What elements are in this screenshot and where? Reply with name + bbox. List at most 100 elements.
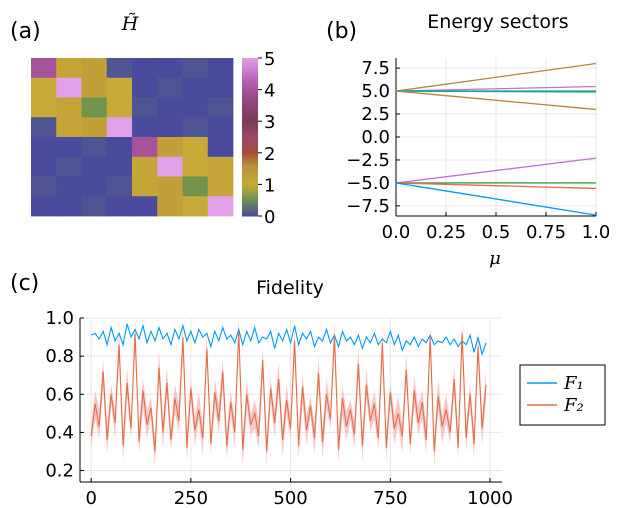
colorbar-segment	[242, 142, 258, 146]
heatmap-cell	[182, 58, 209, 79]
y-tick-label: 1.0	[45, 308, 74, 329]
heatmap-cell	[81, 97, 108, 118]
colorbar-segment	[242, 129, 258, 132]
colorbar: 0 1 2 3 4 5	[242, 49, 275, 228]
energy-series-line	[395, 62, 597, 92]
heatmap-cell	[132, 176, 158, 197]
heatmap-cell	[132, 58, 158, 79]
colorbar-segment	[242, 137, 258, 140]
heatmap-cell	[81, 77, 108, 98]
colorbar-segment	[242, 73, 258, 77]
colorbar-segment	[242, 121, 258, 124]
y-tick-label: −7.5	[346, 196, 390, 217]
x-tick-label: 250	[174, 488, 208, 508]
heatmap-cell	[56, 77, 82, 98]
heatmap-cell	[56, 156, 82, 177]
heatmap-cell	[106, 156, 133, 177]
heatmap-cell	[31, 137, 57, 158]
colorbar-tick-label: 2	[264, 144, 275, 165]
heatmap-cell	[207, 117, 234, 138]
colorbar-segment	[242, 99, 258, 102]
heatmap-cell	[56, 97, 82, 118]
colorbar-segment	[242, 71, 258, 75]
heatmap-cell	[182, 196, 209, 217]
colorbar-segment	[242, 67, 258, 71]
colorbar-segment	[242, 140, 258, 144]
heatmap-cell	[106, 196, 133, 217]
y-tick-label: 0.4	[45, 422, 74, 443]
colorbar-segment	[242, 109, 258, 112]
legend-label: F₂	[563, 395, 584, 416]
heatmap-cell	[31, 156, 57, 177]
heatmap-cell	[207, 137, 234, 158]
colorbar-segment	[242, 131, 258, 134]
y-tick-label: 0.8	[45, 346, 74, 367]
colorbar-segment	[242, 79, 258, 83]
panel-a: (a) H̃ 0 1 2 3 4 5	[10, 13, 275, 228]
colorbar-segment	[242, 154, 258, 158]
colorbar-segment	[242, 146, 258, 150]
energy-series-line	[395, 157, 597, 184]
colorbar-segment	[242, 174, 258, 178]
colorbar-tick-label: 4	[264, 81, 275, 102]
colorbar-segment	[242, 91, 258, 95]
heatmap-cell	[132, 77, 158, 98]
heatmap-cell	[56, 196, 82, 217]
fidelity-series-line	[90, 323, 487, 357]
colorbar-segment	[242, 190, 258, 193]
colorbar-segment	[242, 206, 258, 209]
colorbar-segment	[242, 63, 258, 67]
colorbar-segment	[242, 75, 258, 79]
y-tick-label: 5.0	[361, 81, 390, 102]
colorbar-segment	[242, 58, 258, 61]
colorbar-segment	[242, 144, 258, 148]
x-tick-label: 0.75	[526, 222, 566, 243]
heatmap-cell	[31, 58, 57, 79]
heatmap-cell	[106, 58, 133, 79]
colorbar-segment	[242, 103, 258, 106]
heatmap-cell	[132, 156, 158, 177]
colorbar-segment	[242, 210, 258, 213]
heatmap-cell	[31, 196, 57, 217]
colorbar-segment	[242, 180, 258, 183]
heatmap-cell	[81, 156, 108, 177]
colorbar-segment	[242, 115, 258, 118]
colorbar-segment	[242, 87, 258, 91]
heatmap-cell	[106, 137, 133, 158]
colorbar-segment	[242, 208, 258, 211]
colorbar-segment	[242, 119, 258, 122]
heatmap-cell	[207, 58, 234, 79]
legend-box	[519, 364, 606, 426]
heatmap-cell	[207, 196, 234, 217]
colorbar-segment	[242, 81, 258, 85]
colorbar-segment	[242, 97, 258, 100]
colorbar-segment	[242, 61, 258, 65]
heatmap-cell	[157, 196, 183, 217]
panel-c: (c) Fidelity 0 250 500 750 10001.00.80.60.40…	[10, 271, 606, 508]
colorbar-segment	[242, 204, 258, 207]
heatmap-cell	[132, 196, 158, 217]
heatmap-cell	[157, 77, 183, 98]
colorbar-tick-label: 5	[264, 49, 275, 70]
colorbar-segment	[242, 178, 258, 181]
energy-series-line	[395, 182, 597, 216]
heatmap-cell	[106, 176, 133, 197]
colorbar-segment	[242, 158, 258, 162]
colorbar-segment	[242, 198, 258, 201]
colorbar-segment	[242, 156, 258, 160]
energy-plot: 0.0 0.25 0.5 0.75 1.07.55.02.50.0−2.5−5.0−7.…	[346, 58, 610, 243]
y-tick-label: 0.2	[45, 461, 74, 482]
colorbar-segment	[242, 93, 258, 97]
heatmap-cell	[31, 97, 57, 118]
x-tick-label: 750	[373, 488, 407, 508]
panel-b: (b) Energy sectors 0.0 0.25 0.5 0.75 1.0 7.55…	[326, 11, 610, 269]
heatmap-cell	[56, 117, 82, 138]
heatmap-cell	[207, 97, 234, 118]
colorbar-segment	[242, 117, 258, 120]
colorbar-segment	[242, 212, 258, 215]
heatmap-cell	[132, 137, 158, 158]
x-tick-label: 1.0	[582, 222, 611, 243]
panel-b-label: (b)	[326, 19, 357, 44]
heatmap-cell	[182, 117, 209, 138]
